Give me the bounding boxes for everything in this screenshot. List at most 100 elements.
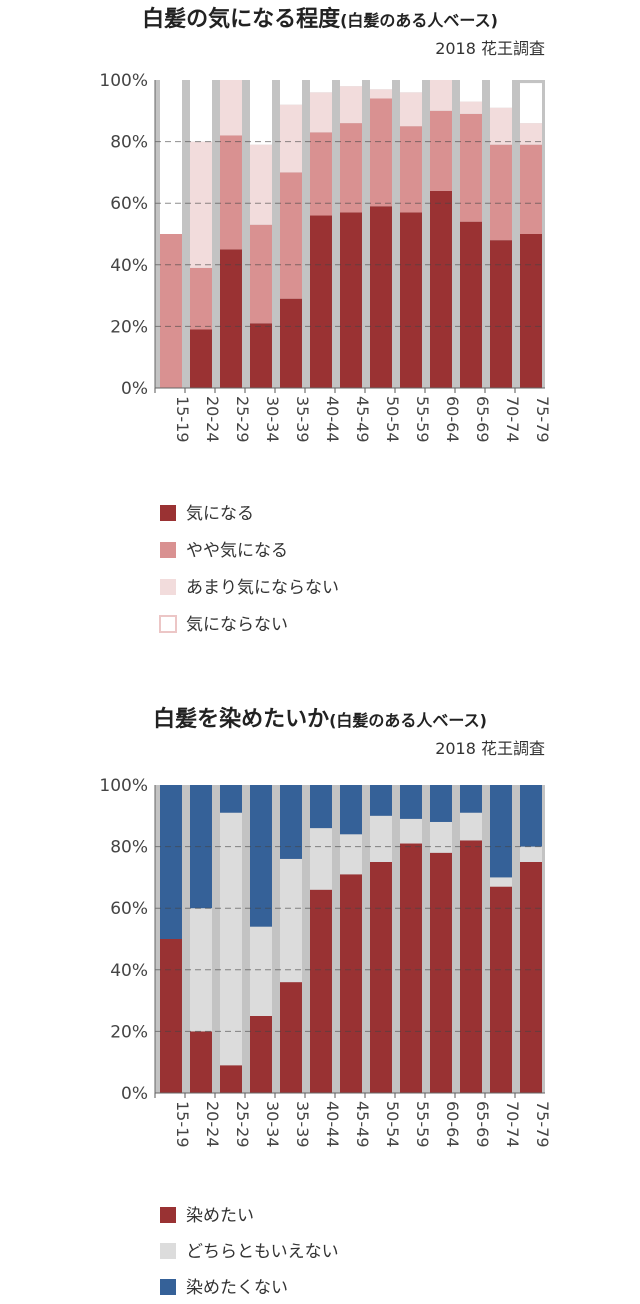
bar-60-64-series-0: [430, 852, 452, 1093]
bar-60-64-series-1: [430, 110, 452, 191]
legend-label: 気にならない: [186, 615, 288, 635]
x-tick-label: 60-64: [443, 1101, 462, 1148]
bar-55-59-series-3: [400, 80, 422, 93]
chart-hair-concern: 白髪の気になる程度(白髪のある人ベース) 2018 花王調査 15-19 20-24 2…: [99, 6, 552, 635]
bar-45-49-series-3: [340, 76, 362, 87]
x-tick-label: 20-24: [203, 396, 222, 443]
bar-75-79-series-1: [520, 144, 542, 234]
bar-35-39-series-3: [280, 80, 302, 105]
bar-65-69-series-1: [460, 812, 482, 841]
bar-60-64-series-2: [430, 785, 452, 822]
x-tick-label: 15-19: [173, 396, 192, 443]
bar-40-44-series-3: [310, 80, 332, 93]
bar-25-29-series-1: [220, 812, 242, 1066]
bar-65-69-series-2: [460, 101, 482, 114]
legend-label: どちらともいえない: [186, 1242, 339, 1262]
bar-30-34-series-2: [250, 144, 272, 225]
legend-swatch: [160, 1207, 176, 1223]
bar-45-49-series-2: [340, 785, 362, 835]
legend-swatch: [160, 579, 176, 595]
bar-45-49-series-2: [340, 86, 362, 124]
bar-20-24-series-2: [190, 141, 212, 268]
legend-label: あまり気にならない: [186, 578, 339, 598]
chart-title: 白髪の気になる程度(白髪のある人ベース): [142, 6, 498, 32]
legend-swatch: [160, 1279, 176, 1295]
bar-15-19-series-1: [160, 234, 182, 388]
bar-40-44-series-0: [310, 889, 332, 1093]
bar-20-24-series-3: [190, 80, 212, 142]
bar-30-34-series-2: [250, 785, 272, 927]
y-tick-label: 80%: [110, 133, 148, 153]
bar-35-39-series-0: [280, 982, 302, 1093]
chart-title-main: 白髪の気になる程度: [142, 6, 341, 32]
x-tick-label: 55-59: [413, 1101, 432, 1148]
y-tick-label: 40%: [110, 961, 148, 981]
x-tick-label: 45-49: [353, 1101, 372, 1148]
bar-45-49-series-0: [340, 874, 362, 1093]
bar-40-44-series-2: [310, 785, 332, 829]
bar-50-54-series-1: [370, 98, 392, 207]
bar-20-24-series-0: [190, 329, 212, 388]
bar-40-44-series-1: [310, 828, 332, 890]
bar-25-29-series-2: [220, 80, 242, 136]
bar-45-49-series-1: [340, 834, 362, 875]
chart-subtitle: 2018 花王調査: [435, 739, 545, 758]
bar-65-69-series-2: [460, 785, 482, 813]
y-tick-label: 20%: [110, 317, 148, 337]
bar-65-69-series-1: [460, 113, 482, 222]
bar-15-19-series-2: [160, 785, 182, 939]
chart-title-note: (白髪のある人ベース): [340, 11, 498, 30]
x-tick-label: 50-54: [383, 396, 402, 443]
chart-title-note: (白髪のある人ベース): [329, 711, 487, 730]
bar-75-79-series-0: [520, 862, 542, 1093]
chart-hair-dye-wish: 白髪を染めたいか(白髪のある人ベース) 2018 花王調査 15-19 20-24 25…: [99, 706, 552, 1298]
bar-75-79-series-3: [520, 83, 542, 124]
legend-swatch: [159, 615, 177, 633]
y-tick-label: 40%: [110, 256, 148, 276]
x-tick-label: 30-34: [263, 396, 282, 443]
bar-50-54-series-0: [370, 206, 392, 388]
bar-40-44-series-2: [310, 92, 332, 133]
bar-65-69-series-3: [460, 80, 482, 102]
y-tick-label: 100%: [99, 776, 148, 796]
chart-title-main: 白髪を染めたいか: [153, 706, 329, 732]
bar-50-54-series-3: [370, 80, 392, 90]
bar-35-39-series-1: [280, 858, 302, 983]
bar-15-19-series-3: [160, 80, 182, 234]
x-tick-label: 40-44: [323, 1101, 342, 1148]
bar-50-54-series-2: [370, 89, 392, 99]
bar-75-79-series-2: [520, 123, 542, 145]
bar-55-59-series-0: [400, 843, 422, 1093]
x-tick-label: 50-54: [383, 1101, 402, 1148]
legend-label: やや気になる: [186, 541, 288, 561]
y-tick-label: 60%: [110, 899, 148, 919]
y-tick-label: 20%: [110, 1022, 148, 1042]
bar-25-29-series-1: [220, 135, 242, 250]
legend-swatch: [160, 505, 176, 521]
x-tick-label: 35-39: [293, 396, 312, 443]
legend-label: 染めたくない: [186, 1278, 288, 1298]
x-tick-label: 40-44: [323, 396, 342, 443]
bar-50-54-series-2: [370, 785, 392, 816]
bar-20-24-series-1: [190, 267, 212, 330]
bar-65-69-series-0: [460, 221, 482, 388]
bar-30-34-series-1: [250, 224, 272, 324]
y-tick-label: 100%: [99, 71, 148, 91]
x-tick-label: 25-29: [233, 1101, 252, 1148]
bar-20-24-series-0: [190, 1031, 212, 1093]
bar-35-39-series-0: [280, 298, 302, 388]
bar-40-44-series-1: [310, 132, 332, 216]
bar-35-39-series-2: [280, 785, 302, 859]
bar-55-59-series-2: [400, 92, 422, 127]
bar-75-79-series-2: [520, 785, 542, 847]
x-tick-label: 60-64: [443, 396, 462, 443]
legend-label: 気になる: [186, 504, 254, 524]
x-tick-label: 55-59: [413, 396, 432, 443]
x-tick-label: 65-69: [473, 396, 492, 443]
bar-65-69-series-0: [460, 840, 482, 1093]
bar-35-39-series-1: [280, 172, 302, 299]
y-tick-label: 60%: [110, 194, 148, 214]
bar-55-59-series-2: [400, 785, 422, 819]
legend-swatch: [160, 1243, 176, 1259]
y-tick-label: 80%: [110, 838, 148, 858]
